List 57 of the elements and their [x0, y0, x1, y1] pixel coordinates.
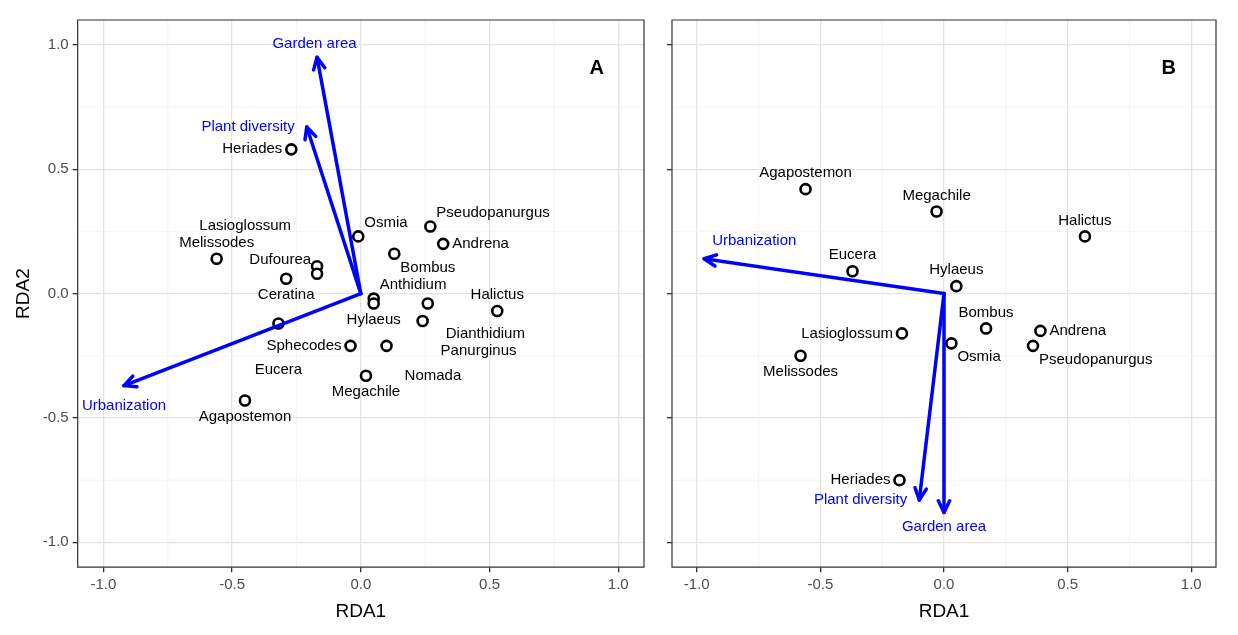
x-tick-label: 1.0 — [1180, 575, 1202, 593]
data-label: Halictus — [1058, 210, 1112, 228]
data-label: Bombus — [400, 257, 456, 275]
annotation: Garden area — [901, 516, 987, 534]
data-label: Dufourea — [249, 249, 312, 267]
data-label: Lasioglossum — [199, 216, 292, 234]
data-label: Pseudopanurgus — [1039, 349, 1153, 367]
x-tick-label: -1.0 — [683, 575, 710, 593]
data-label: Panurginus — [440, 341, 517, 359]
data-label: Anthidium — [379, 274, 447, 292]
data-label: Hylaeus — [929, 260, 984, 278]
data-label: Nomada — [404, 365, 462, 383]
annotation: Garden area — [272, 33, 358, 51]
y-tick-label: -1.0 — [42, 532, 69, 550]
y-axis-title: RDA2 — [11, 268, 33, 319]
data-label: Andrena — [1049, 321, 1107, 339]
data-label: Sphecodes — [266, 335, 342, 353]
x-axis-title: RDA1 — [918, 599, 970, 621]
data-label: Bombus — [958, 302, 1014, 320]
data-label: Eucera — [828, 245, 877, 263]
data-label: Pseudopanurgus — [436, 202, 550, 220]
y-tick-label: -0.5 — [42, 408, 69, 426]
x-tick-label: -0.5 — [807, 575, 834, 593]
x-tick-label: 1.0 — [607, 575, 629, 593]
annotation: Plant diversity — [201, 117, 296, 135]
data-label: Lasioglossum — [801, 323, 893, 341]
data-label: Agapostemon — [198, 406, 292, 424]
data-label: Osmia — [364, 212, 409, 230]
data-label: Heriades — [222, 139, 283, 157]
data-label: Melissodes — [763, 361, 839, 379]
data-label: Andrena — [452, 234, 510, 251]
annotation: B — [1161, 55, 1176, 78]
y-tick-label: 0.5 — [47, 159, 69, 177]
data-label: Halictus — [470, 285, 524, 303]
data-label: Megachile — [902, 185, 971, 203]
annotation: Plant diversity — [813, 490, 908, 508]
data-label: Osmia — [957, 347, 1002, 365]
x-tick-label: 0.0 — [350, 575, 372, 593]
data-label: Hylaeus — [346, 309, 401, 327]
x-tick-label: 0.5 — [479, 575, 500, 593]
data-label: Megachile — [331, 381, 401, 399]
x-axis-title: RDA1 — [335, 599, 387, 621]
x-tick-label: -1.0 — [90, 575, 117, 593]
x-tick-label: 0.0 — [933, 575, 955, 593]
y-tick-label: 0.0 — [47, 283, 69, 301]
y-tick-label: 1.0 — [47, 35, 69, 53]
data-label: Ceratina — [257, 284, 316, 302]
data-label: Heriades — [830, 470, 891, 488]
annotation: Urbanization — [712, 230, 797, 248]
x-tick-label: -0.5 — [219, 575, 246, 593]
data-label: Agapostemon — [759, 163, 852, 181]
annotation: Urbanization — [81, 395, 167, 413]
data-label: Dianthidium — [445, 323, 525, 341]
data-label: Eucera — [254, 359, 303, 377]
x-tick-label: 0.5 — [1057, 575, 1079, 593]
data-label: Melissodes — [179, 232, 255, 250]
annotation: A — [589, 55, 604, 78]
